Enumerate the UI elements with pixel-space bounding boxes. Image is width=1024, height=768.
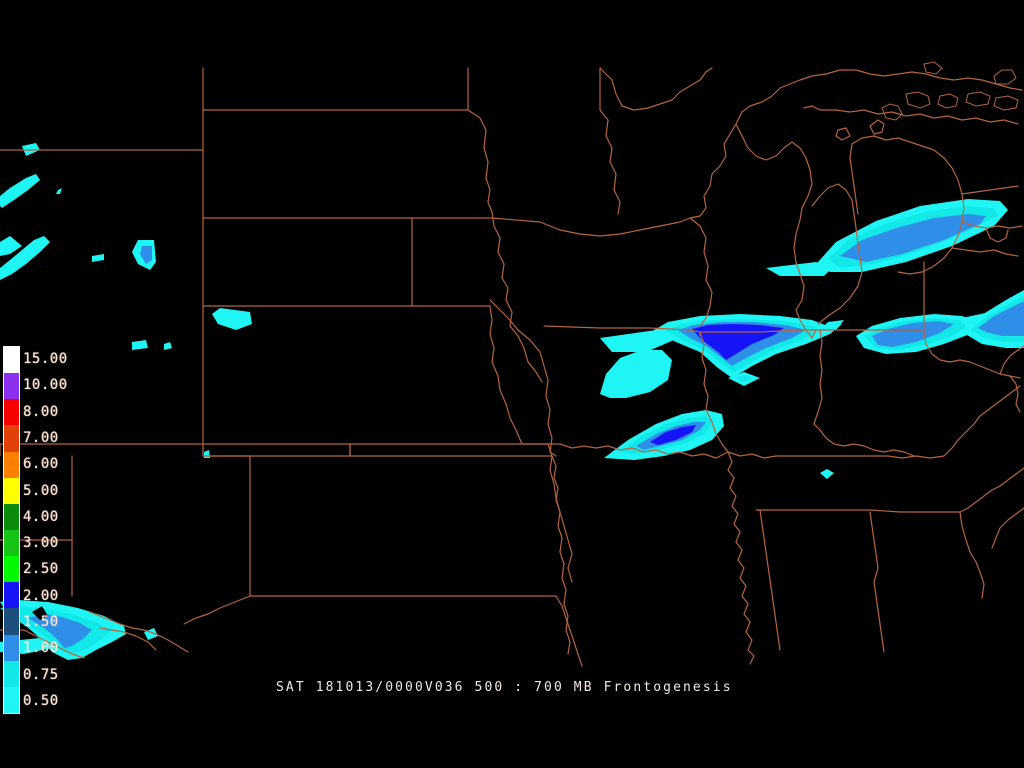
border-ar-la-west: [555, 499, 571, 655]
contour-east-ohio: [962, 290, 1024, 348]
border-il-ky: [727, 451, 777, 459]
border-il-in: [813, 329, 823, 425]
border-mn-north: [735, 73, 827, 125]
shoreline-mi-lp-west: [849, 143, 859, 215]
border-tn-nc: [959, 467, 1024, 513]
border-la-tx: [572, 582, 606, 654]
shoreline-mi-up-w: [803, 105, 821, 111]
border-ia-mn: [491, 217, 691, 237]
border-mn-wi-river: [689, 123, 737, 219]
border-tx-red-river-w: [183, 595, 251, 625]
colorbar-swatch-0-50[interactable]: [4, 686, 19, 713]
border-wi-mn-ia: [689, 217, 713, 327]
colorbar-swatch-7-00[interactable]: [4, 425, 19, 452]
border-ar-mo-ok-corner: [549, 451, 557, 457]
contour-tennessee-spot: [820, 469, 834, 479]
contour-lower-michigan: [766, 199, 1008, 276]
border-tx-sw-river: [23, 629, 85, 659]
colorbar-swatch-2-00[interactable]: [4, 582, 19, 609]
border-wi-lake-superior: [735, 123, 813, 221]
lake-island-1: [869, 119, 885, 135]
contour-southeast-missouri: [604, 410, 724, 460]
colorbar-legend[interactable]: [3, 346, 20, 714]
contour-central-missouri: [600, 350, 672, 398]
frontogenesis-contour-fill: [0, 143, 1024, 660]
border-ar-ms-river: [727, 451, 755, 665]
shoreline-lake-mi-east: [811, 183, 863, 325]
border-ok-ar: [551, 455, 559, 501]
border-wi-il-north: [699, 329, 821, 333]
border-ks-mo: [489, 305, 523, 445]
border-tx-ar-la: [555, 595, 583, 667]
border-ky-va: [943, 385, 1021, 457]
border-ok-tx-red-river-fine: [89, 611, 189, 653]
border-in-ky-river: [813, 423, 915, 457]
lake-superior-detail: [881, 61, 1019, 121]
colorbar-swatch-5-00[interactable]: [4, 477, 19, 504]
border-mo-ar-south: [547, 443, 729, 459]
border-sc-nc: [991, 507, 1024, 549]
colorbar-swatch-6-00[interactable]: [4, 451, 19, 478]
border-wv-pa: [999, 345, 1024, 375]
state-boundaries: [0, 67, 1024, 667]
colorbar-swatch-8-00[interactable]: [4, 399, 19, 426]
border-ne-ia-mo: [489, 299, 545, 367]
border-mn-ia-east-river: [491, 211, 543, 383]
border-il-mo-river: [699, 331, 729, 453]
border-mn-sd-west: [599, 109, 621, 215]
shoreline-lake-mi-sw: [795, 309, 817, 339]
shoreline-lake-huron-e: [961, 185, 1019, 195]
contour-small-diamond-illinois: [728, 372, 760, 386]
border-oh-wv: [1009, 375, 1021, 413]
shoreline-mi-up-south: [835, 109, 1019, 125]
border-ga-sc: [959, 511, 985, 599]
border-mn-nw: [599, 67, 713, 111]
border-ia-mo: [543, 325, 701, 333]
border-in-oh-ky: [923, 331, 1021, 379]
lake-erie-detail: [985, 227, 1009, 243]
border-ms-ar-river-south: [752, 510, 760, 568]
map-caption: SAT 181013/0000V036 500 : 700 MB Frontog…: [276, 680, 733, 695]
border-mi-up-north: [825, 69, 1023, 91]
shoreline-lake-erie-s: [951, 247, 1019, 257]
colorbar-swatch-15-00[interactable]: [4, 347, 19, 374]
colorbar-swatch-1-50[interactable]: [4, 608, 19, 635]
colorbar-swatch-2-50[interactable]: [4, 556, 19, 583]
shoreline-lake-erie-n: [961, 221, 1023, 229]
contour-texas-panhandle: [0, 600, 158, 660]
contour-kansas-chevron: [92, 240, 252, 458]
colorbar-swatch-0-75[interactable]: [4, 660, 19, 687]
border-ms-al: [759, 509, 781, 651]
shoreline-mi-lp-east: [851, 135, 965, 275]
border-mo-west-inner: [543, 365, 553, 453]
border-ky-tn: [775, 455, 945, 459]
border-nd-mn: [467, 109, 493, 213]
contour-eastern-colorado: [0, 174, 50, 280]
contour-west-ohio: [856, 312, 1004, 354]
border-wi-lake-michigan-west: [793, 219, 805, 311]
lake-island-2: [835, 127, 851, 141]
border-in-mi-north: [819, 329, 925, 333]
border-al-ga: [869, 511, 885, 653]
border-tx-red-river-sw: [99, 627, 157, 651]
colorbar-swatch-1-00[interactable]: [4, 634, 19, 661]
colorbar-swatch-4-00[interactable]: [4, 503, 19, 530]
colorbar-swatch-3-00[interactable]: [4, 529, 19, 557]
border-tn-al-ms-ga: [755, 509, 961, 513]
colorbar-swatch-10-00[interactable]: [4, 373, 19, 400]
